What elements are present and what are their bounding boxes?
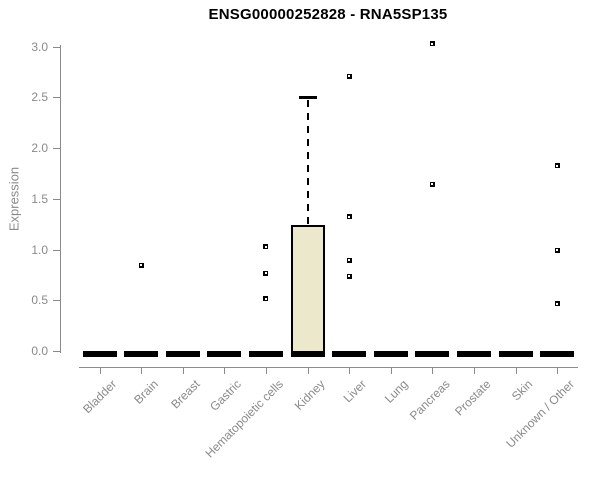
x-tick — [182, 368, 184, 374]
x-tick — [349, 368, 351, 374]
x-tick — [141, 368, 143, 374]
x-tick-label-liver: Liver — [340, 377, 370, 406]
median-bar-skin — [498, 350, 533, 357]
chart-title: ENSG00000252828 - RNA5SP135 — [208, 6, 448, 23]
y-tick — [53, 198, 60, 200]
x-tick-label-gastric: Gastric — [207, 377, 245, 414]
whisker-cap-kidney — [298, 96, 317, 100]
median-bar-pancreas — [415, 350, 450, 357]
x-tick — [307, 368, 309, 374]
outlier-point-brain — [138, 262, 144, 268]
outlier-point-liver — [346, 73, 352, 79]
x-tick — [432, 368, 434, 374]
x-tick — [515, 368, 517, 374]
x-tick-label-hematopoietic-cells: Hematopoietic cells — [202, 377, 286, 461]
y-tick-label: 2.0 — [31, 141, 48, 155]
y-tick-label: 1.5 — [31, 191, 48, 206]
median-bar-kidney — [290, 350, 325, 357]
x-tick — [557, 368, 559, 374]
x-tick-label-skin: Skin — [508, 377, 536, 404]
x-tick-label-lung: Lung — [381, 377, 411, 406]
y-tick-label: 2.5 — [31, 90, 48, 105]
outlier-point-pancreas — [429, 181, 435, 187]
outlier-point-pancreas — [429, 41, 435, 47]
box-kidney — [290, 224, 325, 354]
x-tick — [473, 368, 475, 374]
x-tick-label-prostate: Prostate — [452, 377, 494, 419]
x-tick — [99, 368, 101, 374]
median-bar-bladder — [82, 350, 117, 357]
outlier-point-hematopoietic-cells — [263, 270, 269, 276]
outlier-point-unknown-other — [554, 247, 560, 253]
x-tick — [265, 368, 267, 374]
x-tick — [224, 368, 226, 374]
outlier-point-hematopoietic-cells — [263, 244, 269, 250]
y-tick — [53, 97, 60, 99]
x-tick-label-bladder: Bladder — [80, 377, 120, 417]
y-axis-line — [60, 45, 61, 353]
median-bar-lung — [373, 350, 408, 357]
median-bar-brain — [124, 350, 159, 357]
outlier-point-hematopoietic-cells — [263, 296, 269, 302]
outlier-point-unknown-other — [554, 301, 560, 307]
outlier-point-liver — [346, 273, 352, 279]
y-tick — [53, 148, 60, 149]
y-tick — [53, 249, 60, 251]
y-tick-label: 0.5 — [31, 293, 48, 308]
y-tick-label: 0.0 — [31, 344, 48, 358]
outlier-point-unknown-other — [554, 163, 560, 169]
y-tick — [53, 300, 60, 302]
median-bar-unknown-other — [540, 350, 575, 357]
outlier-point-liver — [346, 257, 352, 263]
y-tick-label: 3.0 — [31, 39, 48, 54]
y-tick-label: 1.0 — [31, 242, 48, 257]
median-bar-hematopoietic-cells — [248, 350, 283, 357]
median-bar-gastric — [207, 350, 242, 357]
whisker-kidney — [306, 99, 309, 225]
y-tick — [53, 46, 60, 48]
median-bar-breast — [165, 350, 200, 357]
x-tick-label-breast: Breast — [168, 377, 203, 412]
x-tick-label-kidney: Kidney — [291, 377, 328, 413]
x-axis-line — [79, 367, 578, 368]
x-tick-label-brain: Brain — [131, 377, 162, 407]
median-bar-liver — [332, 350, 367, 357]
outlier-point-liver — [346, 214, 352, 219]
x-tick-label-pancreas: Pancreas — [406, 377, 453, 423]
x-tick — [390, 368, 392, 374]
y-tick — [53, 351, 60, 352]
median-bar-prostate — [456, 350, 491, 357]
